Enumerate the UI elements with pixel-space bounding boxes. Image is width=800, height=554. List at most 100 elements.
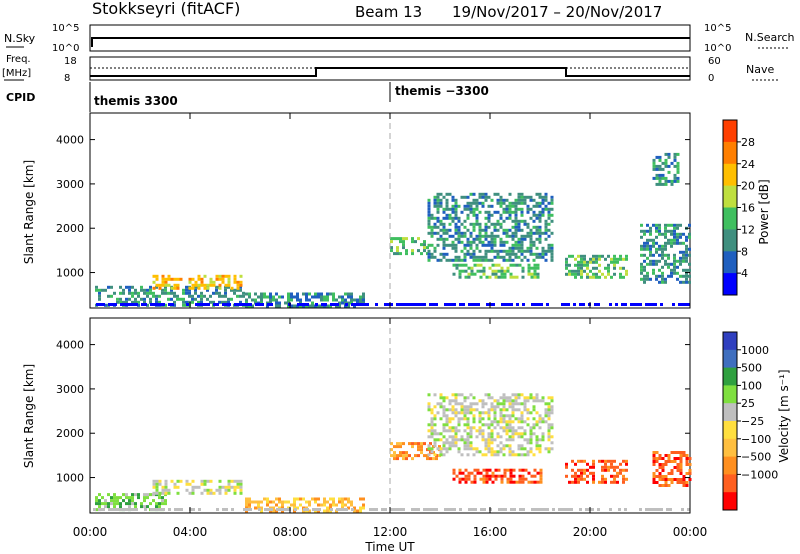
data-cell: [209, 277, 213, 281]
data-cell: [239, 485, 243, 489]
data-cell: [481, 255, 485, 259]
data-cell: [658, 167, 662, 171]
data-cell: [427, 393, 431, 397]
data-cell: [430, 231, 434, 235]
data-cell: [463, 195, 467, 199]
data-cell: [652, 481, 656, 484]
data-cell: [539, 471, 543, 475]
data-cell: [619, 468, 622, 472]
data-cell: [658, 182, 662, 186]
data-cell: [598, 275, 601, 279]
data-cell: [688, 235, 691, 239]
data-cell: [445, 417, 449, 421]
data-cell: [197, 283, 201, 287]
data-cell: [592, 257, 595, 261]
data-cell: [333, 303, 336, 306]
data-cell: [405, 303, 408, 306]
data-cell: [420, 303, 423, 306]
data-cell: [688, 463, 692, 466]
data-cell: [682, 241, 685, 245]
data-cell: [541, 201, 545, 205]
data-cell: [685, 274, 688, 278]
data-cell: [490, 438, 494, 442]
data-cell: [433, 231, 437, 235]
data-cell: [598, 263, 601, 267]
data-cell: [484, 216, 488, 220]
data-cell: [324, 303, 327, 306]
data-cell: [664, 454, 668, 457]
data-cell: [417, 237, 420, 241]
data-cell: [529, 450, 533, 454]
data-cell: [227, 482, 231, 486]
data-cell: [472, 255, 476, 259]
data-cell: [547, 447, 551, 451]
data-cell: [496, 222, 500, 226]
data-cell: [484, 192, 488, 196]
data-cell: [481, 432, 485, 436]
data-cell: [98, 505, 101, 509]
data-cell: [538, 237, 542, 241]
data-cell: [454, 438, 458, 442]
data-cell: [571, 254, 574, 258]
data-cell: [363, 303, 366, 306]
data-cell: [430, 432, 434, 436]
data-cell: [460, 405, 464, 409]
data-cell: [646, 262, 649, 266]
data-cell: [511, 231, 515, 235]
data-cell: [661, 277, 664, 281]
data-cell: [171, 303, 174, 306]
data-cell: [592, 477, 595, 481]
data-cell: [131, 502, 134, 506]
data-cell: [529, 195, 533, 199]
data-cell: [323, 295, 326, 299]
data-cell: [514, 246, 518, 250]
data-cell: [565, 263, 568, 267]
data-cell: [420, 442, 423, 446]
data-cell: [550, 201, 554, 205]
data-cell: [478, 255, 482, 259]
data-cell: [439, 396, 443, 400]
data-cell: [679, 463, 683, 466]
data-cell: [442, 228, 446, 232]
data-cell: [493, 408, 497, 412]
data-cell: [176, 283, 180, 287]
data-cell: [290, 304, 293, 308]
data-cell: [529, 426, 533, 430]
data-cell: [509, 468, 513, 472]
data-cell: [544, 228, 548, 232]
data-cell: [173, 286, 177, 290]
data-cell: [496, 210, 500, 214]
data-cell: [664, 247, 667, 251]
data-cell: [475, 216, 479, 220]
data-cell: [439, 201, 443, 205]
data-cell: [487, 243, 491, 247]
data-cell: [682, 259, 685, 263]
data-cell: [248, 497, 251, 501]
data-cell: [487, 417, 491, 421]
data-cell: [544, 231, 548, 235]
data-cell: [685, 454, 689, 457]
data-cell: [643, 247, 646, 251]
data-cell: [490, 435, 494, 439]
data-cell: [509, 477, 513, 481]
data-cell: [457, 216, 461, 220]
data-cell: [493, 450, 497, 454]
colorbar-segment: [723, 207, 737, 230]
data-cell: [433, 414, 437, 418]
data-cell: [652, 451, 656, 454]
data-cell: [523, 402, 527, 406]
data-cell: [450, 508, 453, 511]
data-cell: [475, 243, 479, 247]
data-cell: [538, 399, 542, 403]
data-cell: [463, 405, 467, 409]
data-cell: [567, 303, 570, 306]
data-cell: [527, 480, 531, 484]
data-cell: [248, 292, 251, 296]
data-cell: [494, 269, 498, 273]
data-cell: [547, 408, 551, 412]
data-cell: [508, 246, 512, 250]
data-cell: [667, 164, 671, 168]
data-cell: [457, 237, 461, 241]
data-cell: [520, 195, 524, 199]
data-cell: [640, 265, 643, 269]
